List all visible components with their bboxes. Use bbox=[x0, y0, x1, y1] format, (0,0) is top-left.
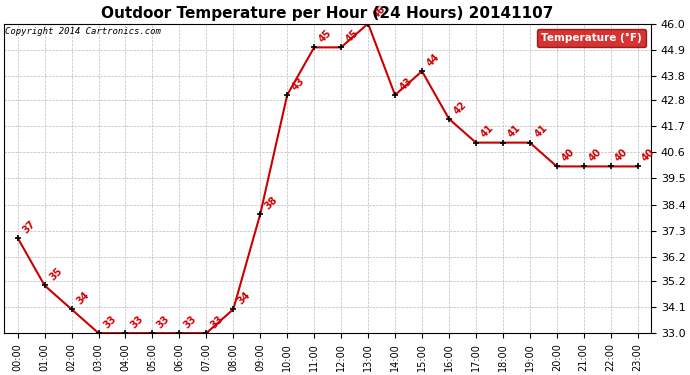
Text: 40: 40 bbox=[613, 147, 630, 164]
Text: 34: 34 bbox=[236, 290, 253, 306]
Text: 38: 38 bbox=[263, 195, 279, 211]
Text: 42: 42 bbox=[452, 99, 469, 116]
Text: 40: 40 bbox=[586, 147, 603, 164]
Text: 45: 45 bbox=[317, 28, 333, 45]
Text: 41: 41 bbox=[533, 123, 549, 140]
Text: 46: 46 bbox=[371, 4, 388, 21]
Text: 45: 45 bbox=[344, 28, 360, 45]
Text: 43: 43 bbox=[398, 76, 415, 92]
Text: 33: 33 bbox=[209, 314, 226, 330]
Text: 43: 43 bbox=[290, 76, 306, 92]
Text: 40: 40 bbox=[640, 147, 657, 164]
Text: 35: 35 bbox=[48, 266, 64, 283]
Text: 41: 41 bbox=[479, 123, 495, 140]
Text: 33: 33 bbox=[101, 314, 118, 330]
Text: Copyright 2014 Cartronics.com: Copyright 2014 Cartronics.com bbox=[5, 27, 161, 36]
Text: 44: 44 bbox=[425, 52, 442, 68]
Text: 40: 40 bbox=[560, 147, 576, 164]
Text: 33: 33 bbox=[128, 314, 145, 330]
Text: 33: 33 bbox=[182, 314, 199, 330]
Title: Outdoor Temperature per Hour (24 Hours) 20141107: Outdoor Temperature per Hour (24 Hours) … bbox=[101, 6, 554, 21]
Text: 41: 41 bbox=[506, 123, 522, 140]
Legend: Temperature (°F): Temperature (°F) bbox=[537, 29, 646, 47]
Text: 37: 37 bbox=[21, 219, 37, 235]
Text: 34: 34 bbox=[75, 290, 91, 306]
Text: 33: 33 bbox=[155, 314, 172, 330]
